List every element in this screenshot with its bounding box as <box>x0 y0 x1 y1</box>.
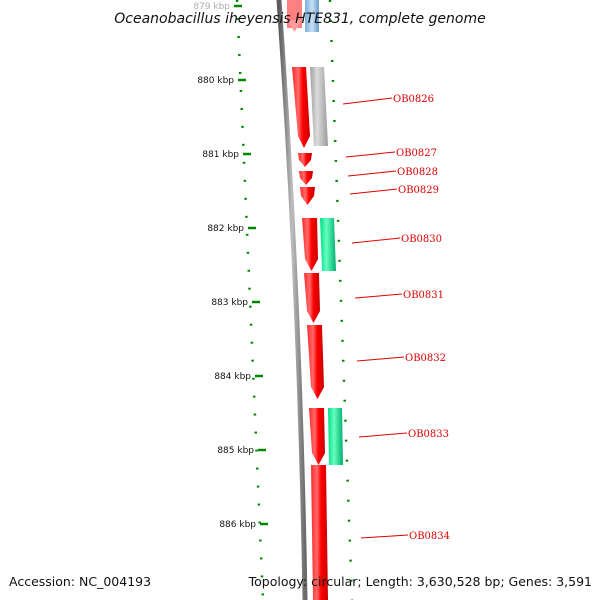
scale-tick-label: 884 kbp <box>214 372 251 382</box>
scale-tick-label: 885 kbp <box>217 446 254 456</box>
gene-leader-line <box>342 97 393 105</box>
gene-leader-line <box>345 151 396 158</box>
scale-dot-tracks <box>235 0 354 600</box>
gene-leader-line <box>356 356 405 362</box>
gene-block-green <box>320 218 336 271</box>
gene-arrow-red <box>309 408 325 465</box>
gene-label[interactable]: OB0827 <box>396 148 437 159</box>
gene-arrow-red <box>292 67 310 148</box>
gene-label[interactable]: OB0834 <box>409 531 450 542</box>
scale-tick-label: 883 kbp <box>211 298 248 308</box>
scale-axis: 879 kbp 880 kbp 881 kbp 882 kbp 883 kbp 884 k… <box>193 2 268 530</box>
gene-arrow-red <box>304 273 320 323</box>
gene-label[interactable]: OB0830 <box>401 234 442 245</box>
scale-tick-label: 879 kbp <box>193 2 230 12</box>
gene-label[interactable]: OB0829 <box>398 185 439 196</box>
gene-arrow-red <box>307 325 324 399</box>
gene-arrow-partial-blue <box>305 0 319 32</box>
gene-arrows <box>292 67 343 600</box>
gene-arrow-red <box>300 187 315 205</box>
scale-tick-label: 886 kbp <box>219 520 256 530</box>
gene-labels: OB0826 OB0827 OB0828 OB0829 OB0830 OB0831 OB08… <box>342 94 450 542</box>
gene-arrow-red <box>311 465 328 600</box>
gene-label[interactable]: OB0831 <box>403 290 444 301</box>
genome-title: Oceanobacillus iheyensis HTE831, complet… <box>114 11 485 27</box>
gene-arrow-red <box>299 171 313 185</box>
gene-arrow-red <box>298 153 312 167</box>
gene-arrow-partial-red-head <box>287 20 302 32</box>
gene-leader-line <box>360 534 409 539</box>
scale-tick-label: 882 kbp <box>207 224 244 234</box>
gene-arrow-red <box>302 218 318 271</box>
gene-leader-line <box>347 170 397 177</box>
gene-label[interactable]: OB0833 <box>408 429 449 440</box>
accession-text: Accession: NC_004193 <box>9 574 151 589</box>
gene-label[interactable]: OB0826 <box>393 94 434 105</box>
gene-label[interactable]: OB0828 <box>397 167 438 178</box>
gene-leader-line <box>351 237 401 244</box>
scale-tick-label: 880 kbp <box>197 76 234 86</box>
gene-block-green <box>328 408 343 465</box>
gene-leader-line <box>354 293 403 299</box>
genome-backbone <box>276 0 308 600</box>
scale-tick-label: 881 kbp <box>202 150 239 160</box>
gene-label[interactable]: OB0832 <box>405 353 446 364</box>
gene-leader-line <box>349 188 398 195</box>
gene-leader-line <box>358 432 408 438</box>
gene-block-grey <box>310 67 328 146</box>
genome-summary-text: Topology: circular; Length: 3,630,528 bp… <box>248 574 592 589</box>
